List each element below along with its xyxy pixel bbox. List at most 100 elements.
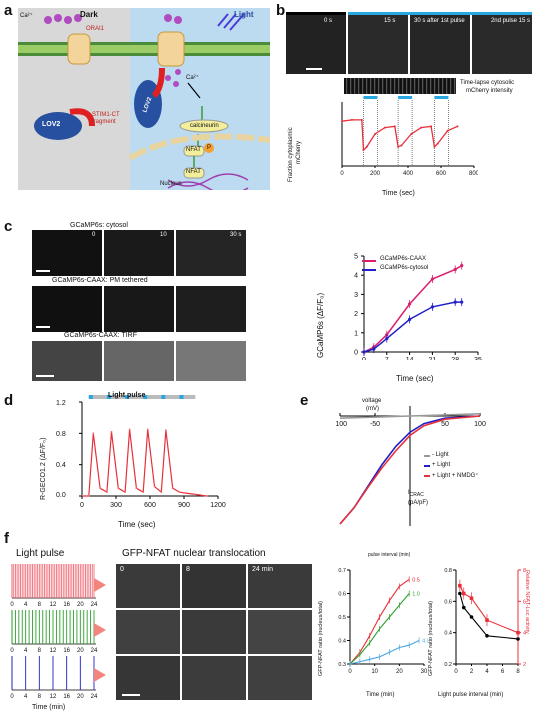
f2-point-luc — [516, 630, 520, 635]
b-xlabel: Time (sec) — [382, 190, 415, 197]
f2-xtick-label: 0 — [454, 669, 458, 675]
chart-d — [79, 395, 219, 499]
f2-point-nfat — [469, 615, 474, 619]
d-point — [99, 487, 102, 490]
panel-e-label: e — [300, 392, 309, 409]
b-frame-3: 2nd pulse 15 s — [490, 18, 530, 24]
c-ytick-label: 0 — [354, 350, 358, 357]
f1-legend-title: pulse interval (min) — [368, 552, 411, 558]
nucleus-label: Nucleus — [160, 181, 182, 187]
orai-label: ORAI1 — [86, 26, 105, 32]
lov2-left-label: LOV2 — [42, 121, 61, 128]
d-point — [124, 491, 126, 493]
panel-a-schematic — [18, 8, 270, 190]
b-pulse-bar — [434, 96, 449, 99]
f2-ytick-label: 0.2 — [444, 662, 452, 668]
d-pulse-mark — [179, 395, 184, 399]
pulse-xtick-label: 4 — [24, 602, 28, 608]
f2-rtick-label: 8 — [523, 568, 526, 574]
f2-ylabel-r: Relative NFAT-Luc activity — [524, 570, 530, 634]
c-ytick-label: 2 — [354, 311, 358, 318]
c-row3 — [32, 341, 252, 381]
kymo-label-2: mCherry intensity — [466, 88, 513, 94]
arrow-3 — [94, 668, 106, 682]
pulse-xtick-label: 4 — [24, 694, 28, 700]
d-point — [171, 487, 174, 490]
f1-xlabel: Time (min) — [366, 692, 395, 698]
d-point — [142, 491, 145, 493]
f1-xtick-label: 20 — [396, 669, 403, 675]
panel-c-label: c — [4, 218, 13, 235]
pulse-xtick-label: 16 — [63, 694, 70, 700]
chart-f2: 0 2 4 6 8 0.2 0.4 0.6 0.8 2 4 6 8 — [444, 568, 526, 675]
f1-ytick-label: 0.6 — [338, 592, 346, 598]
f2-point-luc — [469, 596, 474, 600]
c-row3-title: GCaMP6s-CAAX: TIRF — [64, 332, 137, 339]
d-point — [92, 432, 95, 435]
f2-point-nfat — [458, 591, 462, 596]
panel-f-label: f — [4, 530, 9, 547]
c-point — [453, 300, 457, 304]
f-time-0: 0 — [120, 566, 124, 573]
d-xtick-label: 900 — [178, 502, 190, 509]
pulse-xtick-label: 8 — [38, 694, 42, 700]
c-row1: 0 10 30 s — [32, 230, 252, 276]
c-row1-title: GCaMP6s: cytosol — [70, 222, 128, 229]
stim-label-2: fragment — [92, 119, 116, 125]
e-ylabel-sub: CRAC — [409, 492, 424, 499]
f2-series-nfat — [459, 593, 519, 640]
f2-ytick-label: 0.6 — [444, 599, 452, 605]
f-nfat-title: GFP-NFAT nuclear translocation — [122, 548, 266, 559]
f2-rtick-label: 2 — [523, 662, 526, 668]
b-xtick-label: 200 — [370, 171, 381, 176]
b-point — [420, 126, 423, 129]
pulse-xtick-label: 24 — [91, 648, 98, 654]
c-time-2: 30 s — [230, 232, 242, 238]
b-pulse-bar — [363, 96, 378, 99]
c-legend-0: GCaMP6s-CAAX — [380, 256, 427, 262]
d-ytick-label: 0.4 — [56, 462, 66, 469]
e-xtick-label: 100 — [474, 421, 486, 428]
f2-point-luc — [458, 583, 462, 588]
pulse-xtick-label: 0 — [10, 602, 14, 608]
b-point — [436, 142, 439, 145]
pulse-xtick-label: 0 — [10, 648, 14, 654]
c-point — [408, 317, 412, 321]
pulse-xtick-label: 20 — [77, 694, 84, 700]
d-point — [178, 491, 181, 493]
f-pulse-title: Light pulse — [16, 548, 65, 559]
d-point — [106, 491, 108, 493]
d-pulse-mark — [143, 395, 148, 399]
f1-xtick-label: 0 — [348, 669, 352, 675]
arrow-2 — [94, 623, 106, 637]
f2-xtick-label: 4 — [485, 669, 489, 675]
b-xtick-label: 400 — [403, 171, 414, 176]
c-point — [385, 336, 389, 341]
d-point — [194, 493, 197, 496]
c-time-1: 10 — [160, 232, 167, 238]
b-micrographs: 0 s 15 s 30 s after 1st pulse 2nd pulse … — [286, 12, 532, 74]
c-xtick-label: 35 — [474, 357, 482, 360]
f2-ytick-label: 0.4 — [444, 631, 452, 637]
f2-point-luc — [461, 591, 466, 596]
c-point — [372, 347, 376, 351]
p-label: P — [207, 145, 212, 151]
d-point — [135, 487, 138, 490]
f1-xtick-label: 30 — [421, 669, 428, 675]
d-point — [164, 429, 167, 432]
c-series-0 — [363, 264, 463, 353]
d-xtick-label: 1200 — [210, 502, 226, 509]
e-voltage-1: voltage — [362, 398, 382, 404]
c-xtick-label: 28 — [451, 357, 459, 360]
c-legend-1: GCaMP6s-cytosol — [380, 265, 429, 271]
b-point — [350, 118, 353, 121]
b-frame-2: 30 s after 1st pulse — [414, 18, 465, 24]
d-ytick-label: 1.2 — [56, 400, 66, 407]
c-point — [430, 305, 434, 309]
stim-label-1: STIM1-CT — [92, 112, 120, 118]
pulse-xtick-label: 12 — [50, 694, 57, 700]
f-time-1: 8 — [186, 566, 190, 573]
e-voltage-2: (mV) — [366, 406, 379, 412]
membrane — [18, 42, 270, 56]
pulse-xtick-label: 12 — [50, 648, 57, 654]
